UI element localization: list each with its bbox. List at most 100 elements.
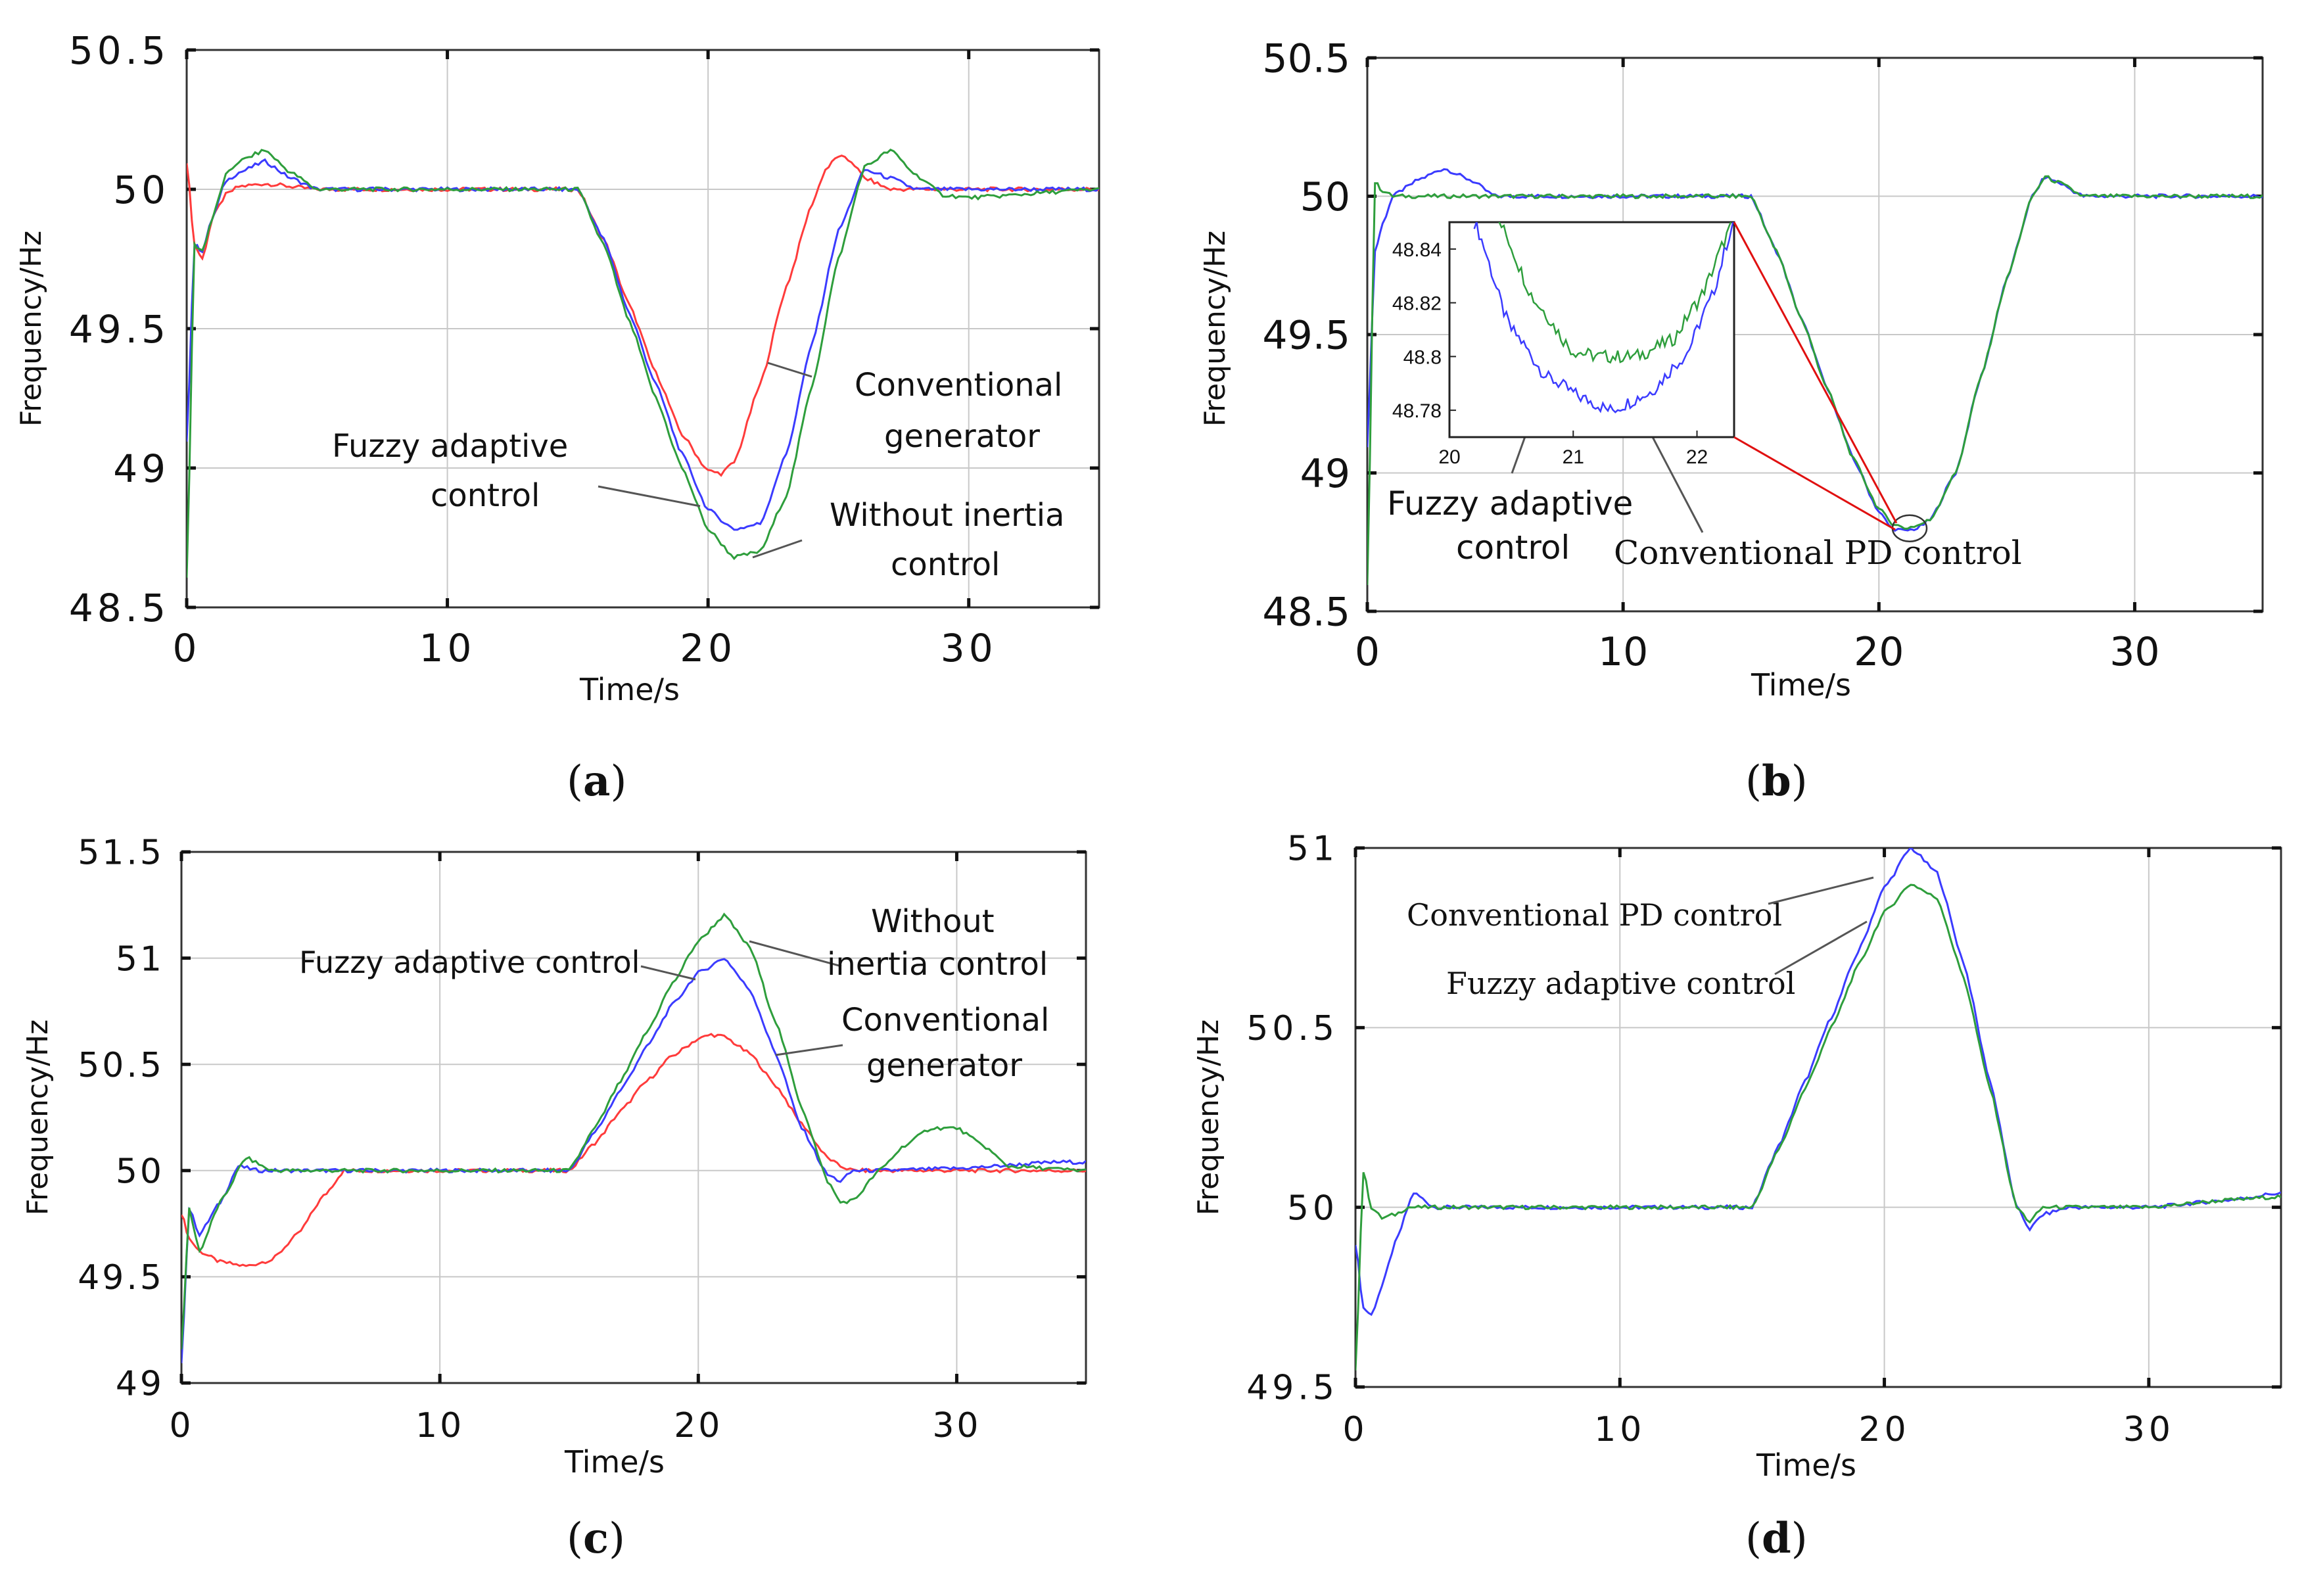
x-tick-label: 20 [1858,1410,1910,1449]
caption-open-paren: ( [567,757,583,806]
y-axis-label: Frequency/Hz [1198,231,1232,427]
x-axis-label: Time/s [564,1444,665,1480]
zoom-connector-line [1733,222,1898,524]
y-tick-label: 50 [113,168,170,212]
caption-letter: c [583,1514,609,1563]
caption-letter: d [1762,1514,1791,1563]
y-tick-label: 51 [116,939,164,979]
annotation-label: generator [866,1047,1022,1084]
y-axis-label: Frequency/Hz [14,231,48,427]
annotation-label: Fuzzy adaptive control [1446,966,1795,1001]
caption-close-paren: ) [1791,757,1808,806]
inset-x-tick-label: 20 [1438,446,1460,468]
annotation-label: Conventional [841,1002,1049,1039]
y-tick-label: 49 [116,1365,164,1404]
plot-area-frame [1354,847,2282,1388]
y-tick-label: 50 [1287,1188,1338,1228]
y-tick-label: 51.5 [78,833,164,873]
series-line-without-inertia-control [187,149,1099,578]
y-tick-label: 50.5 [1262,36,1350,82]
annotation-label: generator [884,418,1040,455]
series-line-fuzzy-adaptive-control [1367,175,2263,586]
chart-panel-c: 0 10 20 30 49 49.5 50 50.5 51 51.5 Time/s Frequency… [21,833,1087,1563]
inset-x-tick-label: 22 [1686,446,1708,468]
x-tick-label: 20 [674,1406,722,1445]
y-tick-label: 48.5 [1262,590,1350,636]
x-tick-label: 10 [419,626,476,670]
annotation-label: Conventional PD control [1614,534,2022,572]
inset-frame [1448,221,1735,438]
annotation-label: inertia control [827,946,1048,983]
annotation-leader-line [640,965,696,981]
x-tick-label: 0 [173,626,201,670]
y-tick-label: 50 [116,1152,164,1192]
annotation-label: control [431,477,540,514]
annotation-label: Fuzzy adaptive [1387,484,1633,523]
y-tick-label: 49 [113,446,170,491]
series-line-without-inertia-control [181,912,1086,1350]
inset-y-tick-label: 48.8 [1403,346,1442,368]
y-axis-label: Frequency/Hz [21,1020,55,1215]
caption-open-paren: ( [1745,1514,1762,1563]
series-line-fuzzy-adaptive-control [187,158,1099,531]
y-tick-label: 50.5 [69,28,170,73]
x-tick-label: 0 [169,1406,193,1445]
y-tick-label: 51 [1287,830,1338,869]
chart-panel-d: 0 10 20 30 49.5 50 50.5 51 Time/s Frequency/Hz Con… [1192,830,2282,1563]
caption-letter: b [1762,757,1791,806]
x-tick-label: 30 [2123,1410,2175,1449]
annotation-leader-line [598,485,701,507]
x-tick-label: 30 [2109,629,2159,675]
annotation-label: Conventional PD control [1407,897,1782,933]
x-tick-label: 10 [1594,1410,1645,1449]
x-tick-label: 10 [415,1406,464,1445]
y-tick-label: 49.5 [78,1258,164,1298]
y-tick-label: 50.5 [1246,1009,1338,1048]
caption-letter: a [583,757,610,806]
annotation-label: Fuzzy adaptive control [299,945,640,980]
zoom-inset: 20 21 22 48.78 48.8 48.82 48.84 [1392,221,1928,542]
annotation-label: Without [871,903,995,940]
panel-caption: (a) [567,757,626,806]
x-axis-label: Time/s [1756,1447,1856,1483]
inset-series-line-fuzzy-adaptive-control [1498,222,1732,364]
zoom-connector-line [1733,436,1896,531]
annotation-label: Without inertia [830,497,1064,534]
inset-series-group [1473,222,1734,413]
x-tick-label: 30 [932,1406,981,1445]
series-group [1367,168,2263,586]
x-tick-label: 0 [1355,629,1380,675]
y-tick-label: 50.5 [78,1046,164,1085]
plot-area-frame [180,851,1087,1384]
annotation-leader-line [1774,920,1868,975]
annotation-label: Fuzzy adaptive [332,428,568,465]
x-axis-label: Time/s [579,672,680,707]
y-axis-label: Frequency/Hz [1192,1020,1225,1215]
y-tick-label: 48.5 [69,586,170,630]
caption-close-paren: ) [609,1514,625,1563]
y-tick-label: 49.5 [69,307,170,352]
annotation-leader-line [749,940,842,968]
chart-panel-a: 0 10 20 30 48.5 49 49.5 50 50.5 Time/s Frequency/H… [14,28,1100,806]
inset-y-tick-label: 48.78 [1392,400,1442,422]
series-group [181,912,1086,1363]
caption-close-paren: ) [610,757,626,806]
panel-caption: (b) [1745,757,1808,806]
caption-close-paren: ) [1791,1514,1808,1563]
annotation-leader-line [775,1044,843,1056]
panel-caption: (d) [1745,1514,1808,1563]
annotation-leader-line [767,362,812,378]
x-tick-label: 10 [1598,629,1648,675]
caption-open-paren: ( [1745,757,1762,806]
y-tick-label: 50 [1300,174,1350,220]
y-tick-label: 49 [1300,451,1350,497]
annotation-label: Conventional [855,367,1062,404]
x-tick-label: 0 [1342,1410,1368,1449]
y-tick-label: 49.5 [1246,1369,1338,1408]
chart-panel-b: 0 10 20 30 48.5 49 49.5 50 50.5 Time/s Frequency/H… [1198,36,2264,806]
x-tick-label: 20 [680,626,736,670]
y-tick-label: 49.5 [1262,313,1350,359]
inset-series-line-conventional-pd-control [1473,222,1734,413]
caption-open-paren: ( [567,1514,583,1563]
panel-caption: (c) [567,1514,625,1563]
